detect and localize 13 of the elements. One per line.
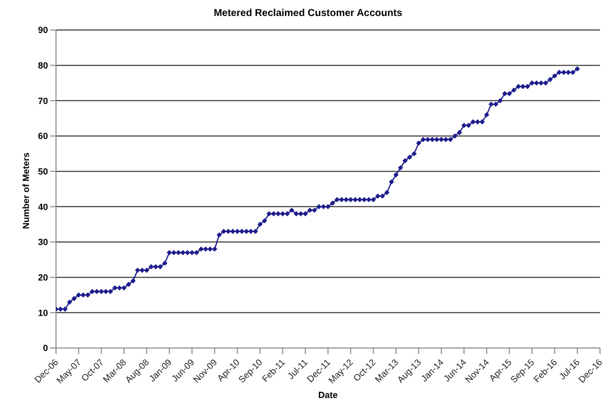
y-tick-label: 60 xyxy=(38,131,48,142)
y-tick-label: 30 xyxy=(38,237,48,248)
y-tick-label: 90 xyxy=(38,25,48,36)
x-axis-title: Date xyxy=(318,390,338,400)
y-tick-label: 20 xyxy=(38,272,48,283)
y-tick-label: 40 xyxy=(38,202,48,212)
y-tick-label: 10 xyxy=(38,308,48,318)
y-tick-label: 80 xyxy=(38,60,48,71)
y-tick-label: 50 xyxy=(38,166,48,177)
y-tick-label: 0 xyxy=(42,343,48,354)
y-axis-title: Number of Meters xyxy=(21,152,32,229)
chart-title: Metered Reclaimed Customer Accounts xyxy=(212,8,404,21)
y-tick-label: 70 xyxy=(38,96,48,106)
